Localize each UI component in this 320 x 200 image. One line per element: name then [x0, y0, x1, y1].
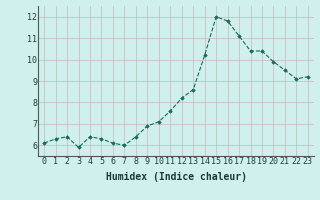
X-axis label: Humidex (Indice chaleur): Humidex (Indice chaleur)	[106, 172, 246, 182]
